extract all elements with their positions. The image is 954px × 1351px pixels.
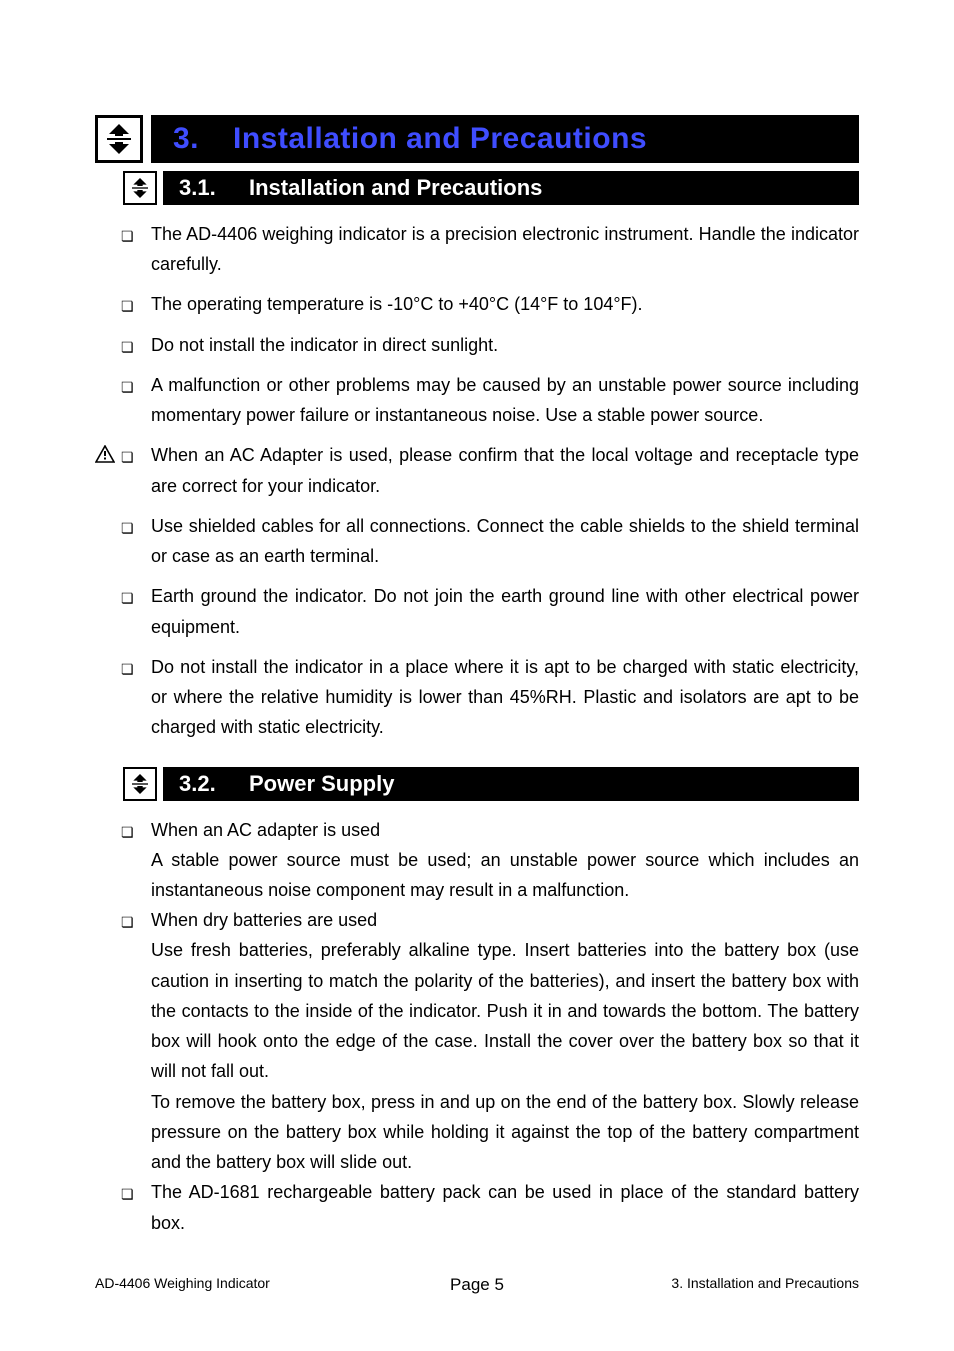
list-item: ❏ When an AC Adapter is used, please con… bbox=[95, 440, 859, 500]
scale-arrows-icon bbox=[101, 121, 137, 157]
bullet-text: The operating temperature is -10°C to +4… bbox=[151, 289, 859, 319]
bullet-text: Do not install the indicator in a place … bbox=[151, 652, 859, 743]
bullet-text: The AD-1681 rechargeable battery pack ca… bbox=[151, 1177, 859, 1237]
list-item: ❏ When dry batteries are used Use fresh … bbox=[95, 905, 859, 1177]
section-title-bar: 3.1. Installation and Precautions bbox=[163, 171, 859, 205]
bullet-text: Use shielded cables for all connections.… bbox=[151, 511, 859, 571]
bullet-icon: ❏ bbox=[121, 815, 151, 845]
bullet-icon: ❏ bbox=[121, 330, 151, 360]
warning-col bbox=[95, 219, 121, 221]
list-item: ❏ The AD-1681 rechargeable battery pack … bbox=[95, 1177, 859, 1237]
warning-col bbox=[95, 330, 121, 332]
bullet-text: When an AC Adapter is used, please confi… bbox=[151, 440, 859, 500]
bullet-text: When an AC adapter is used A stable powe… bbox=[151, 815, 859, 906]
list-item: ❏ Do not install the indicator in a plac… bbox=[95, 652, 859, 743]
bullet-lead: When dry batteries are used bbox=[151, 910, 377, 930]
footer-right: 3. Installation and Precautions bbox=[671, 1275, 859, 1291]
scale-arrows-icon bbox=[128, 176, 152, 200]
warning-col bbox=[95, 289, 121, 291]
list-item: ❏ The operating temperature is -10°C to … bbox=[95, 289, 859, 319]
list-item: ❏ When an AC adapter is used A stable po… bbox=[95, 815, 859, 906]
section-number: 3.1. bbox=[179, 175, 249, 201]
bullet-lead: When an AC adapter is used bbox=[151, 820, 380, 840]
chapter-title-bar: 3. Installation and Precautions bbox=[151, 115, 859, 163]
bullet-icon: ❏ bbox=[121, 440, 151, 470]
bullet-text: The AD-4406 weighing indicator is a prec… bbox=[151, 219, 859, 279]
section-header: 3.1. Installation and Precautions bbox=[123, 171, 859, 205]
section-icon-box bbox=[123, 171, 157, 205]
warning-col bbox=[95, 581, 121, 583]
list-item: ❏ A malfunction or other problems may be… bbox=[95, 370, 859, 430]
warning-col bbox=[95, 652, 121, 654]
warning-col bbox=[95, 815, 121, 817]
bullet-icon: ❏ bbox=[121, 652, 151, 682]
footer-page-number: 5 bbox=[494, 1275, 503, 1294]
section-header: 3.2. Power Supply bbox=[123, 767, 859, 801]
bullet-icon: ❏ bbox=[121, 581, 151, 611]
bullet-text: A malfunction or other problems may be c… bbox=[151, 370, 859, 430]
list-item: ❏ Do not install the indicator in direct… bbox=[95, 330, 859, 360]
section-number: 3.2. bbox=[179, 771, 249, 797]
footer-page-prefix: Page bbox=[450, 1275, 494, 1294]
bullet-icon: ❏ bbox=[121, 511, 151, 541]
bullet-subtext: To remove the battery box, press in and … bbox=[151, 1087, 859, 1178]
warning-col bbox=[95, 511, 121, 513]
bullet-icon: ❏ bbox=[121, 370, 151, 400]
warning-triangle-icon bbox=[95, 445, 115, 463]
bullet-icon: ❏ bbox=[121, 289, 151, 319]
bullet-icon: ❏ bbox=[121, 1177, 151, 1207]
list-item: ❏ Use shielded cables for all connection… bbox=[95, 511, 859, 571]
section-title: Power Supply bbox=[249, 771, 394, 797]
bullet-subtext: Use fresh batteries, preferably alkaline… bbox=[151, 935, 859, 1086]
section-title: Installation and Precautions bbox=[249, 175, 542, 201]
list-item: ❏ Earth ground the indicator. Do not joi… bbox=[95, 581, 859, 641]
chapter-header: 3. Installation and Precautions bbox=[95, 115, 859, 163]
bullet-icon: ❏ bbox=[121, 905, 151, 935]
section-icon-box bbox=[123, 767, 157, 801]
chapter-number: 3. bbox=[173, 122, 233, 156]
bullet-icon: ❏ bbox=[121, 219, 151, 249]
scale-arrows-icon bbox=[128, 772, 152, 796]
chapter-icon-box bbox=[95, 115, 143, 163]
bullet-subtext: A stable power source must be used; an u… bbox=[151, 845, 859, 905]
bullet-list: ❏ The AD-4406 weighing indicator is a pr… bbox=[95, 219, 859, 743]
bullet-text: Do not install the indicator in direct s… bbox=[151, 330, 859, 360]
chapter-title: Installation and Precautions bbox=[233, 122, 647, 156]
list-item: ❏ The AD-4406 weighing indicator is a pr… bbox=[95, 219, 859, 279]
warning-col bbox=[95, 1177, 121, 1179]
page-footer: AD-4406 Weighing Indicator Page 5 3. Ins… bbox=[95, 1275, 859, 1291]
bullet-list: ❏ When an AC adapter is used A stable po… bbox=[95, 815, 859, 1238]
warning-col bbox=[95, 905, 121, 907]
warning-col bbox=[95, 440, 121, 472]
bullet-text: Earth ground the indicator. Do not join … bbox=[151, 581, 859, 641]
warning-col bbox=[95, 370, 121, 372]
bullet-text: When dry batteries are used Use fresh ba… bbox=[151, 905, 859, 1177]
page: 3. Installation and Precautions 3.1. Ins… bbox=[0, 0, 954, 1351]
section-title-bar: 3.2. Power Supply bbox=[163, 767, 859, 801]
footer-left: AD-4406 Weighing Indicator bbox=[95, 1275, 270, 1291]
